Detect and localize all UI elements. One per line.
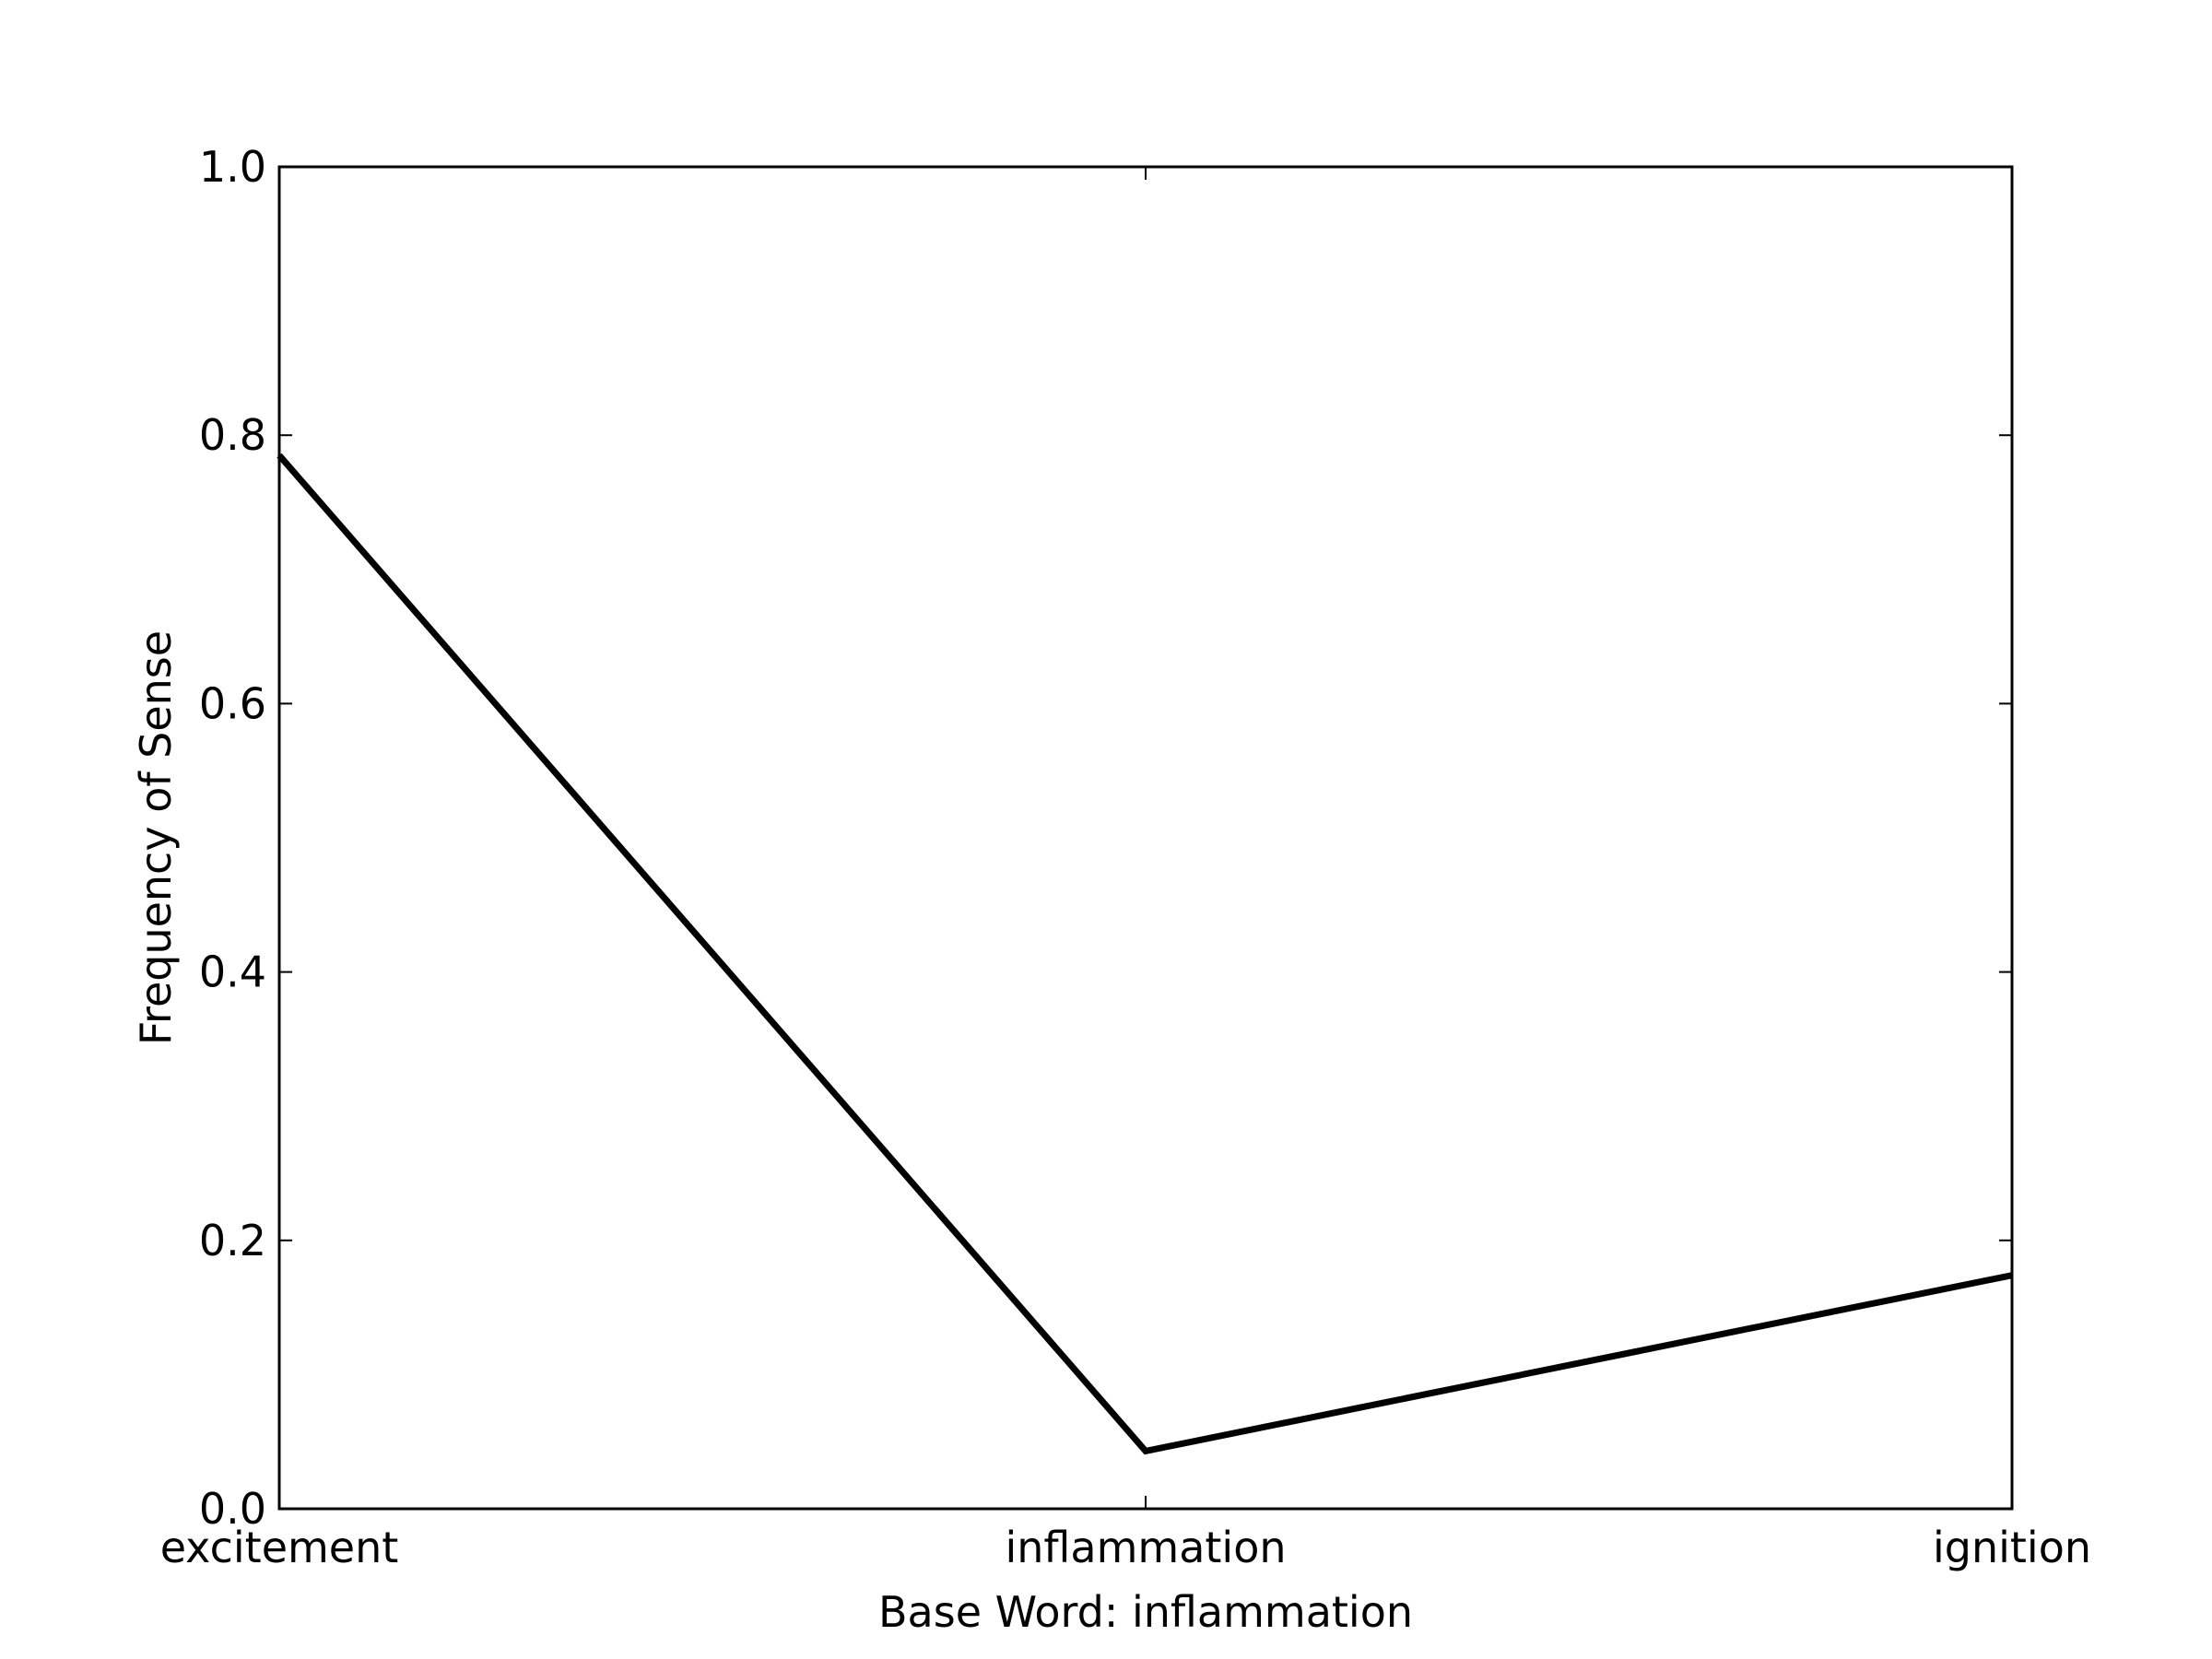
tick-labels-layer: 0.0 0.2 0.4 0.6 0.8 1.0 excitement inflammation… xyxy=(160,142,2091,1572)
series-line xyxy=(276,453,2013,1455)
y-tick-label: 1.0 xyxy=(199,142,266,192)
y-axis-label: Frequency of Sense xyxy=(131,630,181,1045)
y-tick-label: 0.8 xyxy=(199,410,266,460)
plot-frame xyxy=(277,165,2014,1511)
y-tick-label: 0.6 xyxy=(199,678,266,728)
y-tick-label: 0.2 xyxy=(199,1216,266,1265)
x-tick-label: inflammation xyxy=(1005,1523,1286,1572)
x-tick-label: ignition xyxy=(1933,1523,2091,1572)
x-tick-label: excitement xyxy=(160,1523,399,1572)
y-tick-label: 0.4 xyxy=(199,947,266,997)
y-tick-label: 0.0 xyxy=(199,1484,266,1534)
ticks-layer xyxy=(278,166,2013,1510)
x-axis-label: Base Word: inflammation xyxy=(878,1587,1413,1637)
